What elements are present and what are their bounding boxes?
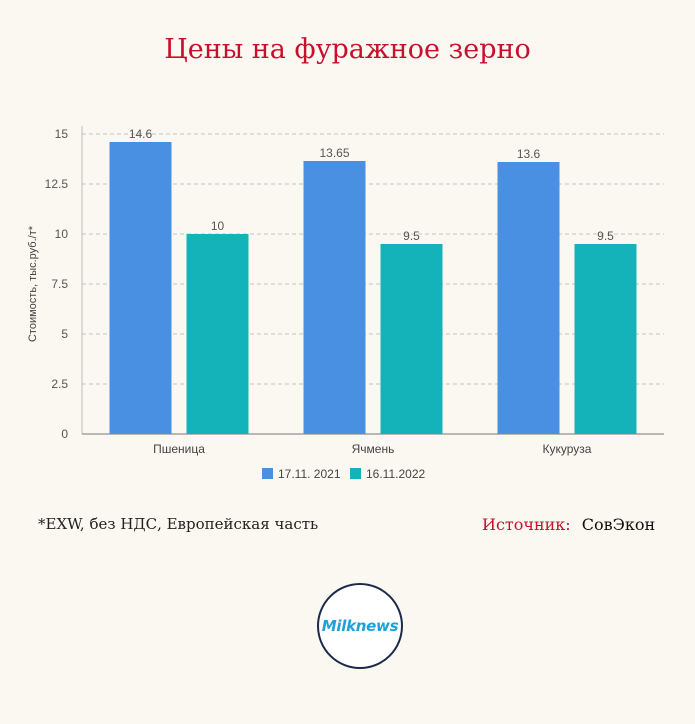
y-tick-label: 10 (55, 227, 69, 241)
data-label: 10 (211, 219, 225, 233)
data-label: 13.6 (517, 147, 541, 161)
bar (303, 161, 366, 434)
data-label: 13.65 (319, 146, 349, 160)
x-tick-label: Пшеница (153, 442, 205, 456)
x-tick-label: Ячмень (352, 442, 395, 456)
bar-chart: 0 2.5 5 7.5 10 12.5 15 Стоимость, тыс.руб./т* 14… (27, 126, 664, 481)
source-label: Источник: (482, 515, 571, 534)
source: Источник: СовЭкон (482, 515, 655, 534)
y-tick-label: 5 (61, 327, 68, 341)
y-tick-label: 12.5 (45, 177, 69, 191)
y-tick-label: 15 (55, 127, 69, 141)
legend-swatch (262, 468, 273, 479)
logo-text: Milknews (321, 617, 399, 635)
data-label: 14.6 (129, 127, 153, 141)
y-tick-label: 0 (61, 427, 68, 441)
bar (380, 244, 443, 434)
y-tick-label: 2.5 (51, 377, 68, 391)
bar (109, 142, 172, 434)
bar (497, 162, 560, 434)
legend-label: 17.11. 2021 (278, 467, 341, 481)
data-label: 9.5 (403, 229, 420, 243)
legend-swatch (350, 468, 361, 479)
footnote: *EXW, без НДС, Европейская часть (38, 515, 319, 533)
legend-label: 16.11.2022 (366, 467, 425, 481)
bar (574, 244, 637, 434)
bar (186, 234, 249, 434)
y-tick-label: 7.5 (51, 277, 68, 291)
data-label: 9.5 (597, 229, 614, 243)
source-value: СовЭкон (581, 515, 656, 534)
y-axis-title: Стоимость, тыс.руб./т* (27, 225, 39, 342)
x-tick-label: Кукуруза (543, 442, 592, 456)
page-title: Цены на фуражное зерно (164, 34, 531, 65)
milknews-logo: Milknews (317, 583, 403, 669)
